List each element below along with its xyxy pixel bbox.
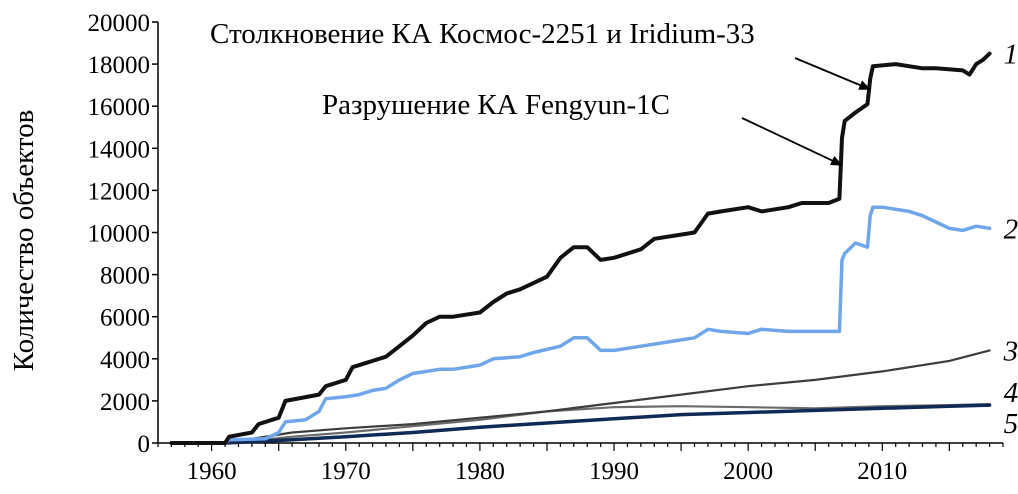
annotation-arrow-2 [741, 117, 843, 166]
y-tick-label: 0 [138, 431, 151, 458]
series-label-1: 1 [1004, 39, 1018, 71]
y-tick-label: 4000 [100, 347, 150, 374]
x-tick-label: 1970 [321, 458, 371, 485]
annotation-arrow-1 [794, 57, 872, 91]
y-tick-label: 18000 [88, 52, 151, 79]
series-label-5: 5 [1004, 408, 1018, 440]
y-tick-label: 16000 [88, 94, 151, 121]
y-tick-label: 2000 [100, 389, 150, 416]
series-label-4: 4 [1004, 377, 1018, 409]
series-label-2: 2 [1004, 213, 1018, 245]
series-layer [169, 51, 992, 445]
y-tick-label: 10000 [88, 221, 151, 248]
y-tick-label: 12000 [88, 178, 151, 205]
annotation-text-2: Разрушение КА Fengyun-1C [322, 89, 670, 121]
series-line-5 [169, 403, 992, 445]
series-label-3: 3 [1003, 335, 1018, 367]
annotations: Столкновение КА Космос-2251 и Iridium-33… [210, 18, 872, 166]
series-line-3 [170, 349, 991, 445]
annotation-text-1: Столкновение КА Космос-2251 и Iridium-33 [210, 18, 755, 50]
series-line-2 [169, 205, 992, 445]
x-tick-label: 2010 [857, 458, 907, 485]
y-tick-label: 14000 [88, 136, 151, 163]
y-axis-title: Количество объектов [8, 110, 40, 372]
x-tick-label: 2000 [723, 458, 773, 485]
curve-labels: 1 2 3 45 [1003, 39, 1018, 441]
axes: 0 2000 4000 6000 8000 10000 12000 14000 16000 180… [88, 10, 1004, 485]
y-tick-label: 8000 [100, 263, 150, 290]
y-tick-label: 6000 [100, 305, 150, 332]
x-tick-label: 1960 [187, 458, 237, 485]
x-tick-label: 1980 [455, 458, 505, 485]
y-tick-label: 20000 [88, 10, 151, 37]
x-tick-label: 1990 [589, 458, 639, 485]
series-line-1 [169, 51, 992, 445]
y-axis-title-wrap: Количество объектов [8, 110, 40, 372]
